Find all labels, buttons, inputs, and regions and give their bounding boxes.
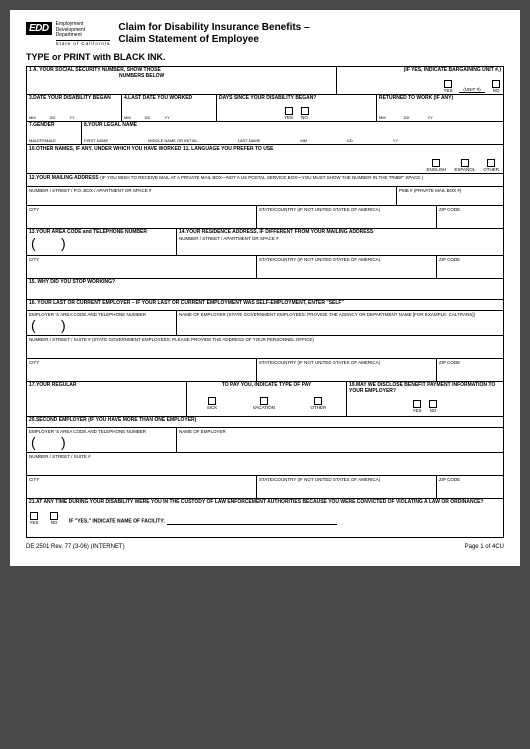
row-other-names: 10.OTHER NAMES, IF ANY, UNDER WHICH YOU … [27, 145, 503, 174]
checkbox-days-yes[interactable] [285, 107, 293, 115]
sub-7: MALEFEMALE [29, 138, 56, 143]
lbl-unitnum: (UNIT #) [459, 87, 485, 92]
row-21: 21.AT ANY TIME DURING YOUR DISABILITY WE… [27, 499, 503, 537]
label-4: 4.LAST DATE YOU WORKED [124, 96, 214, 102]
form-body: 1 A. YOUR SOCIAL SECURITY NUMBER, SHOW T… [26, 66, 504, 538]
label-days: DAYS SINCE YOUR DISABILITY BEGAN? [219, 96, 374, 102]
row-15: 15. WHY DID YOU STOP WORKING? [27, 279, 503, 300]
label-bargain: (IF YES, INDICATE BARGAINING UNIT #.) [339, 68, 501, 74]
row-20-header: 20.SECOND EMPLOYER (IF YOU HAVE MORE THA… [27, 417, 503, 428]
row-16-city: CITY STATE/COUNTRY (IF NOT UNITED STATES… [27, 359, 503, 382]
sub-zip: ZIP CODE [439, 207, 501, 212]
label-21: 21.AT ANY TIME DURING YOUR DISABILITY WE… [29, 500, 501, 506]
row-ssn: 1 A. YOUR SOCIAL SECURITY NUMBER, SHOW T… [27, 67, 503, 95]
row-gender-name: 7.GENDER MALEFEMALE 8.YOUR LEGAL NAME FI… [27, 122, 503, 145]
header: EDD Employment Development Department St… [26, 22, 504, 46]
label-21-facility: IF "YES," INDICATE NAME OF FACILITY: [69, 518, 165, 524]
footer: DE 2501 Rev. 77 (3-06) (INTERNET) Page 1… [26, 544, 504, 550]
row-20-city: CITY STATE/COUNTRY (IF NOT UNITED STATES… [27, 476, 503, 499]
checkbox-lang-other[interactable] [487, 159, 495, 167]
checkbox-sick[interactable] [208, 397, 216, 405]
label-1a-sub: NUMBERS BELOW [119, 74, 334, 80]
row-12-addr: NUMBER / STREET / P.O. BOX / APARTMENT O… [27, 187, 503, 206]
sub-emp-addr: NUMBER / STREET / SUITE # (STATE GOVERNM… [29, 337, 501, 342]
checkbox-other[interactable] [314, 397, 322, 405]
label-16: 16. YOUR LAST OR CURRENT EMPLOYER – IF Y… [29, 301, 501, 307]
dept-state: State of California [56, 40, 111, 47]
checkbox-disclose-yes[interactable] [413, 400, 421, 408]
row-20-addr: NUMBER / STREET / SUITE # [27, 453, 503, 476]
edd-logo: EDD [26, 22, 52, 35]
sub-emp-name2: NAME OF EMPLOYER [179, 429, 501, 434]
form-page: EDD Employment Development Department St… [10, 10, 520, 566]
checkbox-vacation[interactable] [260, 397, 268, 405]
footer-center: Page 1 of 4 [465, 544, 496, 550]
label-19: 19.MAY WE DISCLOSE BENEFIT PAYMENT INFOR… [349, 383, 501, 394]
facility-line[interactable] [167, 518, 337, 525]
label-3: 3.DATE YOUR DISABILITY BEGAN [29, 96, 119, 102]
lbl-yes: YES [443, 88, 453, 93]
checkbox-lang-en[interactable] [432, 159, 440, 167]
label-10: 10.OTHER NAMES, IF ANY, UNDER WHICH YOU … [29, 146, 181, 152]
label-20: 20.SECOND EMPLOYER (IF YOU HAVE MORE THA… [29, 418, 501, 424]
checkbox-days-no[interactable] [301, 107, 309, 115]
sub-14: NUMBER / STREET / APARTMENT OR SPACE # [179, 236, 501, 241]
title-line1: Claim for Disability Insurance Benefits … [118, 22, 309, 34]
sub-city: CITY [29, 207, 254, 212]
label-paytype: TO PAY YOU, INDICATE TYPE OF PAY [189, 383, 344, 389]
title: Claim for Disability Insurance Benefits … [118, 22, 309, 45]
row-16-header: 16. YOUR LAST OR CURRENT EMPLOYER – IF Y… [27, 300, 503, 311]
row-14-city: CITY STATE/COUNTRY (IF NOT UNITED STATES… [27, 256, 503, 279]
row-20-phone: EMPLOYER 'S AREA CODE AND TELEPHONE NUMB… [27, 428, 503, 453]
row-17-19: 17.YOUR REGULAR TO PAY YOU, INDICATE TYP… [27, 382, 503, 417]
sub-state: STATE/COUNTRY (IF NOT UNITED STATES OF A… [259, 207, 434, 212]
title-line2: Claim Statement of Employee [118, 34, 309, 46]
label-13: 13.YOUR AREA CODE and TELEPHONE NUMBER [29, 230, 174, 236]
sub-pmb: PMB # (PRIVATE MAIL BOX #) [399, 188, 501, 193]
label-17: 17.YOUR REGULAR [29, 383, 184, 389]
footer-left: DE 2501 Rev. 77 (3-06) (INTERNET) [26, 544, 125, 550]
dept-text: Employment Development Department State … [56, 22, 111, 46]
row-16-addr: NUMBER / STREET / SUITE # (STATE GOVERNM… [27, 336, 503, 359]
row-dates: 3.DATE YOUR DISABILITY BEGAN MMDDYY 4.LA… [27, 95, 503, 123]
row-16-phone: EMPLOYER 'S AREA CODE AND TELEPHONE NUMB… [27, 311, 503, 336]
logo: EDD Employment Development Department St… [26, 22, 110, 46]
lbl-no: NO [491, 88, 501, 93]
label-return: RETURNED TO WORK (IF ANY) [379, 96, 501, 102]
label-12: 12.YOUR MAILING ADDRESS [29, 175, 99, 181]
sub-emp-addr2: NUMBER / STREET / SUITE # [29, 454, 501, 459]
label-11: 11. LANGUAGE YOU PREFER TO USE [183, 146, 273, 152]
dept-line3: Department [56, 33, 111, 39]
label-8: 8.YOUR LEGAL NAME [84, 123, 501, 129]
label-12-note: (IF YOU WISH TO RECEIVE MAIL AT A PRIVAT… [100, 175, 423, 180]
checkbox-no[interactable] [492, 80, 500, 88]
sub-emp-phone: EMPLOYER 'S AREA CODE AND TELEPHONE NUMB… [29, 312, 174, 317]
instruction: TYPE or PRINT with BLACK INK. [26, 52, 504, 62]
sub-emp-name: NAME OF EMPLOYER (STATE GOVERNMENT EMPLO… [179, 312, 501, 317]
row-12-city: CITY STATE/COUNTRY (IF NOT UNITED STATES… [27, 206, 503, 229]
row-13-14: 13.YOUR AREA CODE and TELEPHONE NUMBER (… [27, 229, 503, 256]
footer-right: CU [495, 544, 504, 550]
row-12-header: 12.YOUR MAILING ADDRESS (IF YOU WISH TO … [27, 174, 503, 187]
label-15: 15. WHY DID YOU STOP WORKING? [29, 280, 501, 286]
checkbox-21-no[interactable] [50, 512, 58, 520]
sub-addr: NUMBER / STREET / P.O. BOX / APARTMENT O… [29, 188, 394, 193]
label-7: 7.GENDER [29, 123, 79, 129]
checkbox-disclose-no[interactable] [429, 400, 437, 408]
checkbox-21-yes[interactable] [30, 512, 38, 520]
checkbox-yes[interactable] [444, 80, 452, 88]
